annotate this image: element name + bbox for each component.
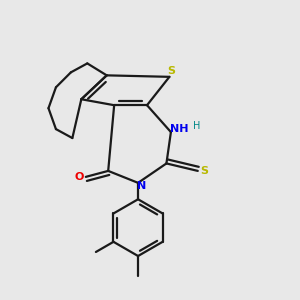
Text: N: N [137, 181, 146, 191]
Text: S: S [200, 166, 208, 176]
Text: H: H [193, 121, 200, 130]
Text: NH: NH [170, 124, 188, 134]
Text: O: O [74, 172, 84, 182]
Text: S: S [167, 67, 175, 76]
